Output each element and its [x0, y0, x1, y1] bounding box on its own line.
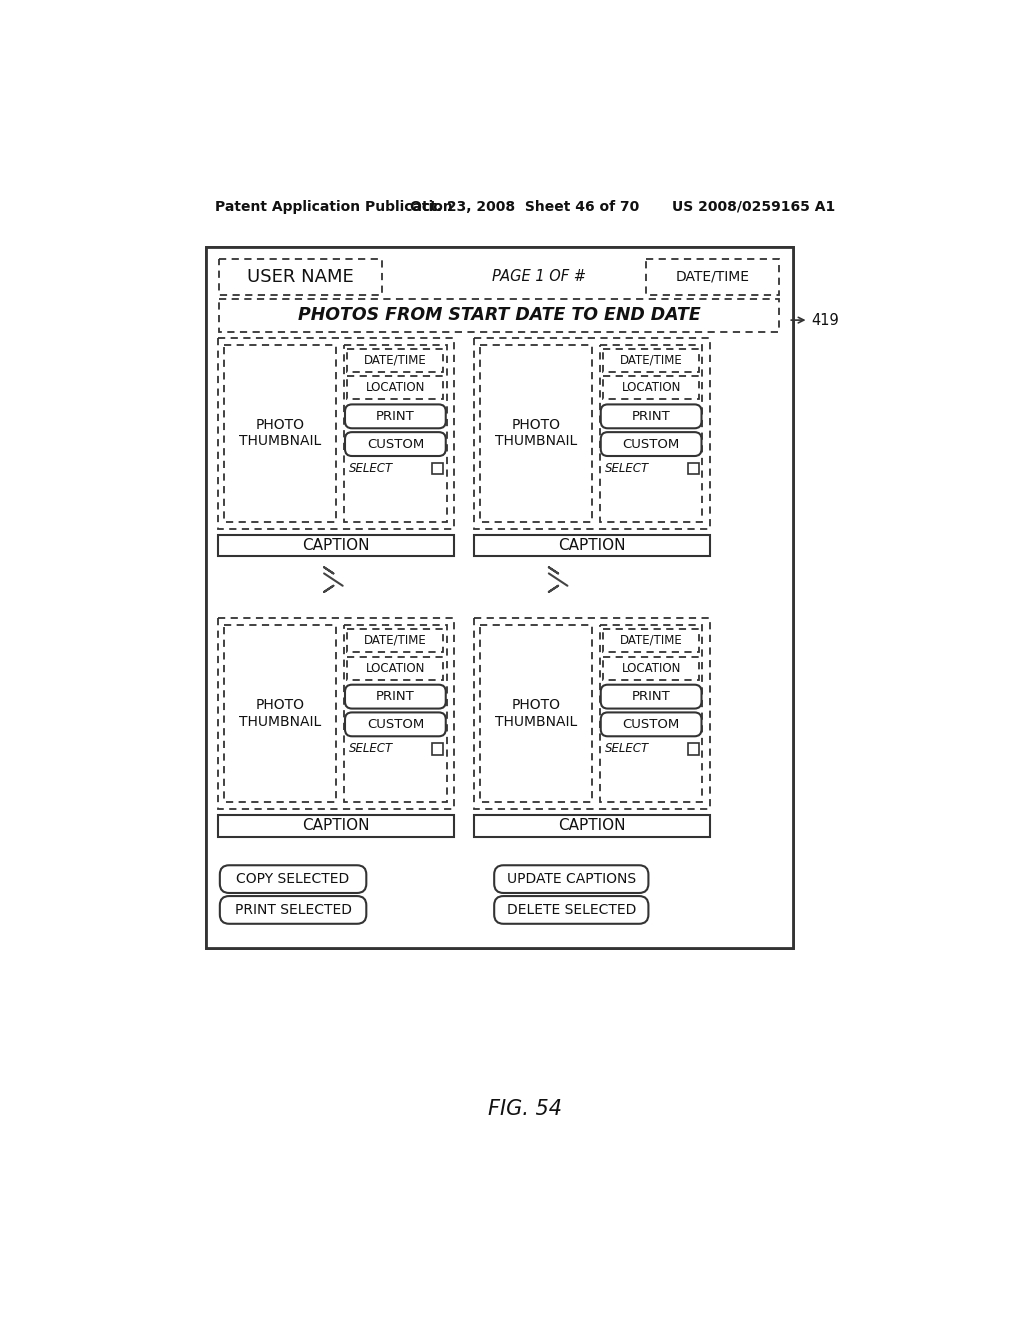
Text: CUSTOM: CUSTOM [623, 718, 680, 731]
FancyBboxPatch shape [345, 404, 445, 428]
Polygon shape [432, 743, 443, 755]
Text: Patent Application Publication: Patent Application Publication [215, 199, 453, 214]
Text: UPDATE CAPTIONS: UPDATE CAPTIONS [507, 873, 636, 886]
Polygon shape [687, 743, 699, 755]
FancyBboxPatch shape [345, 685, 445, 709]
Text: US 2008/0259165 A1: US 2008/0259165 A1 [672, 199, 835, 214]
FancyBboxPatch shape [495, 896, 648, 924]
FancyBboxPatch shape [495, 866, 648, 892]
Text: LOCATION: LOCATION [622, 381, 681, 395]
Text: PRINT SELECTED: PRINT SELECTED [234, 903, 351, 917]
Polygon shape [218, 816, 455, 837]
Text: 419: 419 [812, 313, 840, 327]
Text: CUSTOM: CUSTOM [367, 437, 424, 450]
FancyBboxPatch shape [220, 896, 367, 924]
Text: DATE/TIME: DATE/TIME [620, 634, 683, 647]
Text: CAPTION: CAPTION [558, 818, 626, 833]
Text: PHOTO
THUMBNAIL: PHOTO THUMBNAIL [240, 418, 322, 449]
Text: PHOTO
THUMBNAIL: PHOTO THUMBNAIL [240, 698, 322, 729]
Text: SELECT: SELECT [349, 462, 393, 475]
Text: DATE/TIME: DATE/TIME [364, 354, 427, 367]
FancyBboxPatch shape [601, 404, 701, 428]
Polygon shape [206, 247, 793, 948]
Text: DELETE SELECTED: DELETE SELECTED [507, 903, 636, 917]
Text: PHOTO
THUMBNAIL: PHOTO THUMBNAIL [495, 418, 578, 449]
Text: PRINT: PRINT [376, 690, 415, 704]
Text: COPY SELECTED: COPY SELECTED [237, 873, 350, 886]
Text: CAPTION: CAPTION [302, 818, 370, 833]
Text: PHOTO
THUMBNAIL: PHOTO THUMBNAIL [495, 698, 578, 729]
Polygon shape [432, 463, 443, 474]
Text: Oct. 23, 2008  Sheet 46 of 70: Oct. 23, 2008 Sheet 46 of 70 [411, 199, 639, 214]
Text: DATE/TIME: DATE/TIME [364, 634, 427, 647]
Text: PRINT: PRINT [632, 409, 671, 422]
Text: USER NAME: USER NAME [248, 268, 354, 286]
Text: FIG. 54: FIG. 54 [487, 1100, 562, 1119]
Text: SELECT: SELECT [349, 742, 393, 755]
Text: CAPTION: CAPTION [558, 539, 626, 553]
Text: DATE/TIME: DATE/TIME [676, 271, 750, 284]
Text: PRINT: PRINT [376, 409, 415, 422]
Text: CUSTOM: CUSTOM [623, 437, 680, 450]
Polygon shape [687, 463, 699, 474]
Text: DATE/TIME: DATE/TIME [620, 354, 683, 367]
Polygon shape [474, 816, 710, 837]
Text: LOCATION: LOCATION [366, 661, 425, 675]
FancyBboxPatch shape [345, 713, 445, 737]
Text: PAGE 1 OF #: PAGE 1 OF # [492, 269, 586, 285]
Text: SELECT: SELECT [604, 462, 649, 475]
FancyBboxPatch shape [601, 685, 701, 709]
Text: LOCATION: LOCATION [366, 381, 425, 395]
Text: PHOTOS FROM START DATE TO END DATE: PHOTOS FROM START DATE TO END DATE [298, 306, 700, 323]
Text: SELECT: SELECT [604, 742, 649, 755]
FancyBboxPatch shape [601, 713, 701, 737]
FancyBboxPatch shape [220, 866, 367, 892]
Polygon shape [474, 535, 710, 557]
Text: PRINT: PRINT [632, 690, 671, 704]
FancyBboxPatch shape [601, 432, 701, 455]
Text: CAPTION: CAPTION [302, 539, 370, 553]
FancyBboxPatch shape [345, 432, 445, 455]
Text: LOCATION: LOCATION [622, 661, 681, 675]
Polygon shape [218, 535, 455, 557]
Polygon shape [206, 247, 793, 948]
Text: CUSTOM: CUSTOM [367, 718, 424, 731]
